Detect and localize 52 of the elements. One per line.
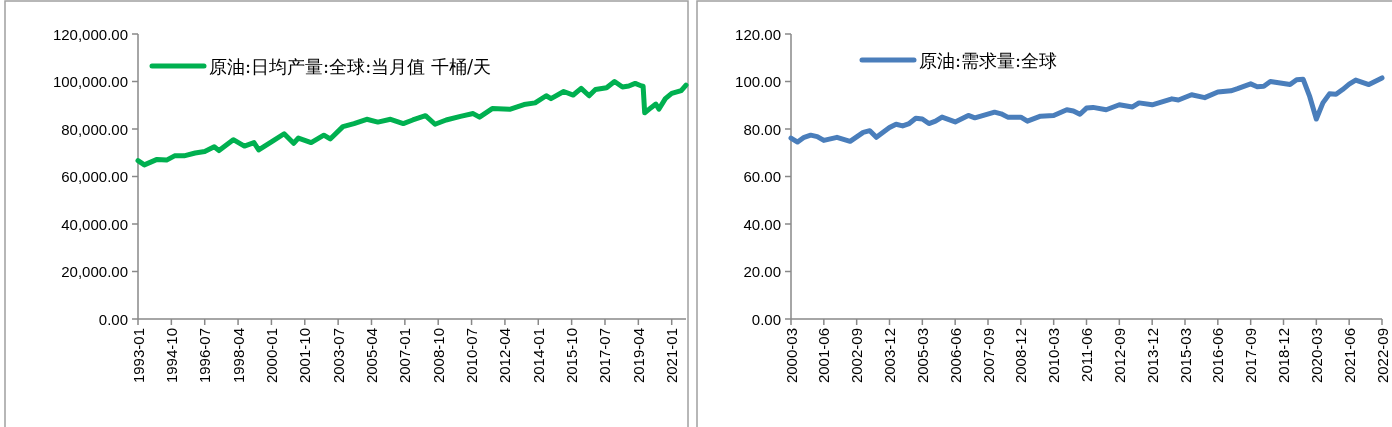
x-tick-label: 2005-04 — [363, 328, 380, 384]
x-tick-label: 2008-12 — [1012, 328, 1030, 384]
x-tick-label: 2007-09 — [979, 328, 997, 384]
x-tick-label: 2017-09 — [1242, 328, 1260, 384]
x-tick-label: 1994-10 — [162, 328, 180, 384]
x-tick-label: 2000-03 — [782, 328, 800, 384]
y-tick-label: 100,000.00 — [52, 73, 128, 90]
x-tick-label: 2021-01 — [663, 328, 681, 384]
x-tick-label: 2000-01 — [262, 328, 280, 384]
x-tick-label: 2003-12 — [881, 328, 898, 384]
legend-label: 原油:日均产量:全球:当月值 千桶/天 — [209, 55, 491, 77]
x-tick-label: 1993-01 — [129, 328, 147, 384]
x-tick-label: 2012-09 — [1110, 328, 1128, 384]
x-tick-label: 2015-03 — [1176, 328, 1194, 384]
x-tick-label: 2006-06 — [946, 328, 964, 384]
x-tick-label: 2007-01 — [396, 328, 414, 384]
x-tick-label: 2015-10 — [563, 328, 581, 384]
x-tick-label: 2011-06 — [1078, 328, 1095, 382]
y-tick-label: 0.00 — [751, 310, 781, 328]
x-tick-label: 1996-07 — [196, 328, 214, 384]
x-tick-label: 2021-06 — [1340, 328, 1358, 384]
x-tick-label: 2003-07 — [329, 328, 347, 384]
y-tick-label: 120,000.00 — [52, 25, 128, 43]
y-tick-label: 20,000.00 — [61, 263, 128, 280]
x-tick-label: 2022-09 — [1373, 328, 1391, 384]
x-tick-label: 2012-04 — [496, 328, 514, 384]
y-tick-label: 60.00 — [743, 168, 781, 185]
x-tick-label: 2018-12 — [1275, 328, 1292, 384]
y-tick-label: 20.00 — [743, 263, 781, 280]
y-tick-label: 60,000.00 — [61, 168, 128, 185]
y-tick-label: 120.00 — [735, 25, 781, 43]
x-tick-label: 2017-07 — [596, 328, 614, 384]
x-tick-label: 2001-10 — [296, 328, 314, 384]
x-tick-label: 2020-03 — [1307, 328, 1325, 384]
y-tick-label: 0.00 — [98, 310, 128, 328]
y-tick-label: 80.00 — [743, 120, 781, 138]
x-tick-label: 2008-10 — [429, 328, 447, 384]
x-tick-label: 1998-04 — [229, 328, 247, 384]
x-tick-label: 2019-04 — [629, 328, 647, 384]
x-tick-label: 2002-09 — [848, 328, 866, 384]
x-tick-label: 2016-06 — [1209, 328, 1227, 384]
x-tick-label: 2010-03 — [1045, 328, 1063, 384]
x-tick-label: 2010-07 — [463, 328, 481, 384]
legend-label: 原油:需求量:全球 — [919, 49, 1058, 71]
y-tick-label: 100.00 — [735, 73, 781, 90]
x-tick-label: 2013-12 — [1143, 328, 1161, 384]
x-tick-label: 2001-06 — [815, 328, 833, 384]
y-tick-label: 40,000.00 — [61, 215, 128, 233]
x-tick-label: 2005-03 — [913, 328, 931, 384]
y-tick-label: 80,000.00 — [61, 120, 128, 138]
y-tick-label: 40.00 — [743, 215, 781, 233]
x-tick-label: 2014-01 — [529, 328, 547, 384]
